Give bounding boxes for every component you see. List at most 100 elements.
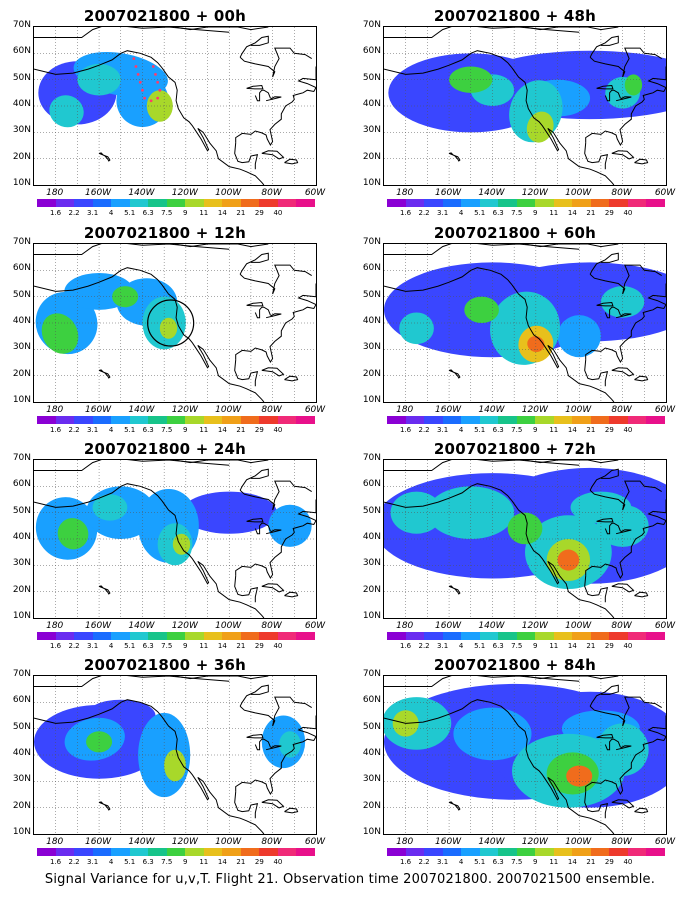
coastlines — [34, 27, 316, 185]
colorbar-swatch — [553, 416, 573, 424]
latitude-label: 40N — [12, 99, 31, 109]
coastline — [596, 733, 614, 739]
dropsonde-point — [134, 65, 138, 68]
coastline — [615, 96, 632, 102]
colorbar-swatch — [479, 416, 499, 424]
latitude-label: 70N — [12, 237, 31, 247]
coastline — [384, 699, 513, 724]
colorbar-label: 21 — [236, 642, 246, 650]
longitude-label: 120W — [171, 621, 198, 631]
graticule — [384, 460, 666, 618]
longitude-label: 180 — [46, 837, 64, 847]
coastline — [34, 699, 163, 724]
variance-map — [34, 676, 316, 834]
colorbar-label: 14 — [217, 209, 227, 217]
colorbar-swatch — [387, 199, 406, 207]
map-panel: 2007021800 + 84h 70N 60N 50N 40N 30N 20N 10N 180… — [350, 654, 680, 869]
coastline — [511, 716, 615, 834]
colorbar-label: 2.2 — [68, 426, 80, 434]
dropsonde-point — [138, 80, 142, 84]
variance-contour — [146, 90, 173, 122]
coastline — [254, 306, 271, 319]
colorbar-label: 5.1 — [124, 209, 136, 217]
colorbar-swatch — [259, 848, 278, 856]
colorbar-label: 29 — [254, 426, 264, 434]
coastline — [585, 66, 666, 147]
colorbar-label: 3.1 — [87, 858, 99, 866]
variance-contour — [624, 74, 643, 96]
variance-contour — [268, 504, 312, 547]
variance-contour — [507, 512, 543, 545]
colorbar-swatch — [240, 416, 260, 424]
coastline — [34, 483, 163, 508]
colorbar-label: 40 — [273, 642, 283, 650]
coastline — [34, 50, 163, 75]
latitude-label: 20N — [12, 368, 31, 379]
colorbar-swatch — [92, 632, 112, 640]
colorbar-label: 14 — [567, 858, 577, 866]
colorbar-swatch — [590, 632, 610, 640]
coastline — [254, 522, 271, 535]
variance-contour — [172, 533, 191, 555]
longitude-label: 100W — [215, 621, 242, 631]
coastline — [524, 27, 619, 31]
coastline — [584, 575, 609, 603]
colorbar-label: 40 — [273, 858, 283, 866]
flight-track — [132, 57, 162, 103]
colorbar-label: 11 — [549, 642, 559, 650]
colorbar-swatch — [535, 199, 554, 207]
colorbar-label: 1.6 — [49, 642, 62, 650]
colorbar-label: 3.1 — [437, 858, 449, 866]
latitude-label: 50N — [362, 72, 381, 83]
colorbar-swatch — [37, 848, 56, 856]
coastline — [634, 807, 649, 814]
colorbar-label: 2.2 — [68, 642, 80, 650]
coastline — [634, 158, 649, 165]
colorbar-swatch — [185, 199, 204, 207]
colorbar-label: 3.1 — [87, 426, 99, 434]
latitude-label: 60N — [362, 479, 381, 490]
variance-contour — [77, 63, 121, 96]
colorbar-swatch — [259, 416, 278, 424]
coastline — [524, 676, 619, 680]
dropsonde-point — [132, 57, 136, 60]
coastline — [261, 799, 285, 809]
variance-map — [384, 676, 666, 834]
variance-contour — [566, 765, 593, 787]
colorbar-swatch — [461, 199, 480, 207]
colorbar-label: 1.6 — [399, 642, 412, 650]
colorbar-swatch — [405, 632, 425, 640]
colorbar-label: 14 — [217, 858, 227, 866]
colorbar-label: 21 — [236, 858, 246, 866]
variance-contour — [557, 549, 580, 571]
colorbar-label: 11 — [549, 209, 559, 217]
graticule — [34, 244, 316, 402]
coastline — [589, 35, 619, 58]
colorbar-label: 7.5 — [161, 209, 173, 217]
coastline — [584, 142, 609, 170]
colorbar-swatch — [296, 416, 315, 424]
coastline — [161, 716, 265, 834]
longitude-label: 160W — [435, 405, 462, 415]
longitude-label: 60W — [654, 188, 676, 198]
coastline — [596, 301, 614, 307]
colorbar-swatch — [461, 632, 480, 640]
colorbar-label: 9 — [183, 642, 188, 650]
dropsonde-point — [158, 88, 162, 92]
colorbar-label: 4 — [108, 642, 114, 650]
coastline — [234, 359, 259, 387]
colorbar-label: 7.5 — [161, 642, 173, 650]
colorbar-label: 14 — [567, 209, 577, 217]
latitude-label: 20N — [362, 800, 381, 811]
colorbar-label: 6.3 — [492, 209, 504, 217]
longitude-label: 80W — [261, 621, 282, 631]
variance-field — [38, 52, 173, 128]
coastline — [246, 84, 264, 90]
coastline — [384, 50, 513, 75]
coastline — [234, 575, 259, 603]
longitude-label: 60W — [304, 837, 326, 847]
latitude-label: 30N — [362, 125, 381, 136]
colorbar-swatch — [185, 416, 204, 424]
colorbar-swatch — [387, 632, 406, 640]
map-frame — [33, 26, 317, 186]
